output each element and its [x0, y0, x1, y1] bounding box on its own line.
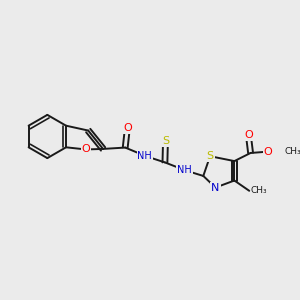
Text: S: S — [162, 136, 169, 146]
Text: O: O — [82, 145, 90, 154]
Text: S: S — [206, 151, 214, 161]
Text: CH₃: CH₃ — [285, 147, 300, 156]
Text: CH₃: CH₃ — [250, 186, 267, 195]
Text: O: O — [123, 123, 132, 133]
Text: NH: NH — [177, 165, 192, 175]
Text: O: O — [244, 130, 253, 140]
Text: NH: NH — [137, 151, 152, 161]
Text: O: O — [264, 147, 272, 157]
Text: N: N — [211, 183, 220, 193]
